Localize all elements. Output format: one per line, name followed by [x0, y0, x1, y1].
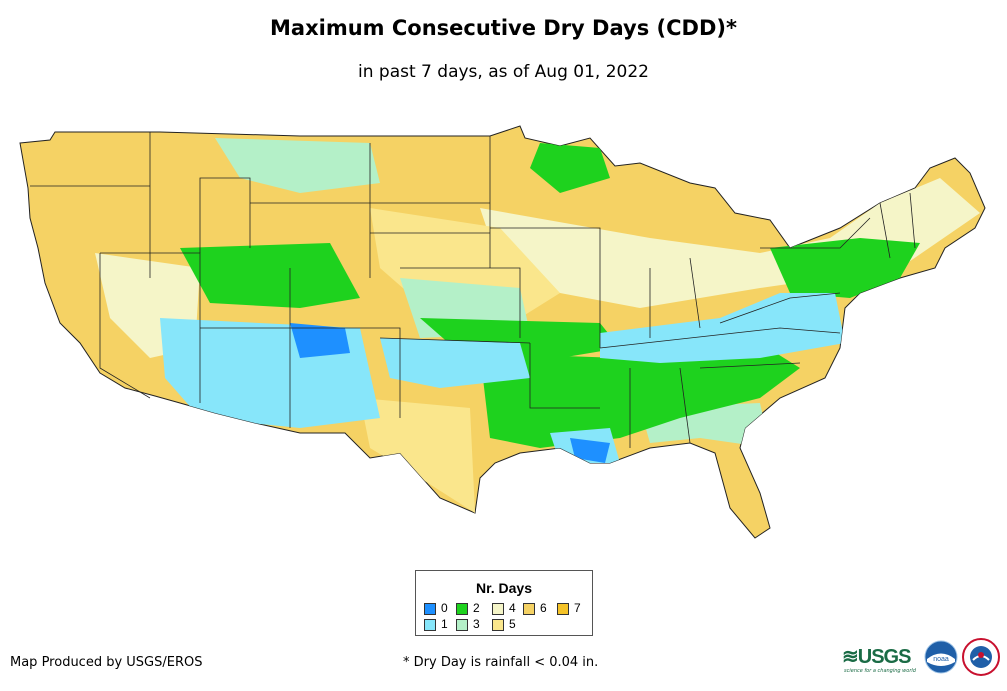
legend-item-2: 2	[456, 602, 480, 615]
noaa-text: noaa	[933, 656, 949, 663]
legend-label: 6	[540, 601, 547, 615]
region-4-days-midwest	[480, 178, 980, 308]
legend-swatch	[492, 618, 504, 631]
legend-swatch	[492, 602, 504, 615]
legend-label: 4	[509, 601, 516, 615]
nws-icon	[962, 638, 1000, 676]
state-borders	[30, 132, 916, 448]
us-dry-days-map	[19, 125, 986, 539]
legend-label: 5	[509, 617, 516, 631]
usgs-tagline: science for a changing world	[844, 668, 916, 674]
legend-title: Nr. Days	[475, 580, 533, 596]
legend-label: 2	[473, 601, 480, 615]
region-1-day-appalachia	[600, 293, 845, 363]
legend-item-4: 4	[492, 602, 516, 615]
region-2-days-great-lakes	[530, 143, 610, 193]
legend-swatch	[523, 602, 535, 615]
legend-swatch	[424, 602, 436, 615]
map-credit: Map Produced by USGS/EROS	[10, 655, 203, 670]
legend-item-1: 1	[424, 618, 448, 631]
dry-day-footnote: * Dry Day is rainfall < 0.04 in.	[403, 655, 599, 670]
region-2-days-colorado	[180, 243, 360, 308]
region-1-day-south-plains	[380, 338, 530, 388]
region-2-days-south	[480, 343, 800, 448]
region-0-days-four-corners	[290, 323, 350, 358]
region-5-days-texas	[360, 398, 475, 513]
legend: Nr. Days 0 1 2 3 4 5 6 7	[415, 570, 593, 636]
map-title: Maximum Consecutive Dry Days (CDD)*	[270, 16, 737, 40]
map-subtitle: in past 7 days, as of Aug 01, 2022	[358, 62, 649, 82]
legend-swatch	[456, 618, 468, 631]
legend-item-6: 6	[523, 602, 547, 615]
legend-label: 1	[441, 617, 448, 631]
region-0-days-louisiana	[570, 438, 610, 463]
legend-label: 7	[574, 601, 581, 615]
dry-day-regions	[95, 138, 980, 513]
legend-swatch	[424, 618, 436, 631]
legend-swatch	[557, 602, 569, 615]
region-3-days-montana	[215, 138, 380, 193]
legend-swatch	[456, 602, 468, 615]
legend-item-5: 5	[492, 618, 516, 631]
legend-item-3: 3	[456, 618, 480, 631]
usgs-logo: ≋USGS	[842, 646, 911, 668]
legend-item-0: 0	[424, 602, 448, 615]
noaa-logo: noaa	[924, 640, 958, 674]
legend-label: 3	[473, 617, 480, 631]
legend-item-7: 7	[557, 602, 581, 615]
region-1-day-southwest	[160, 318, 380, 428]
region-2-days-northeast	[770, 238, 920, 298]
legend-label: 0	[441, 601, 448, 615]
agency-logos: ≋USGS science for a changing world noaa	[842, 638, 1002, 678]
